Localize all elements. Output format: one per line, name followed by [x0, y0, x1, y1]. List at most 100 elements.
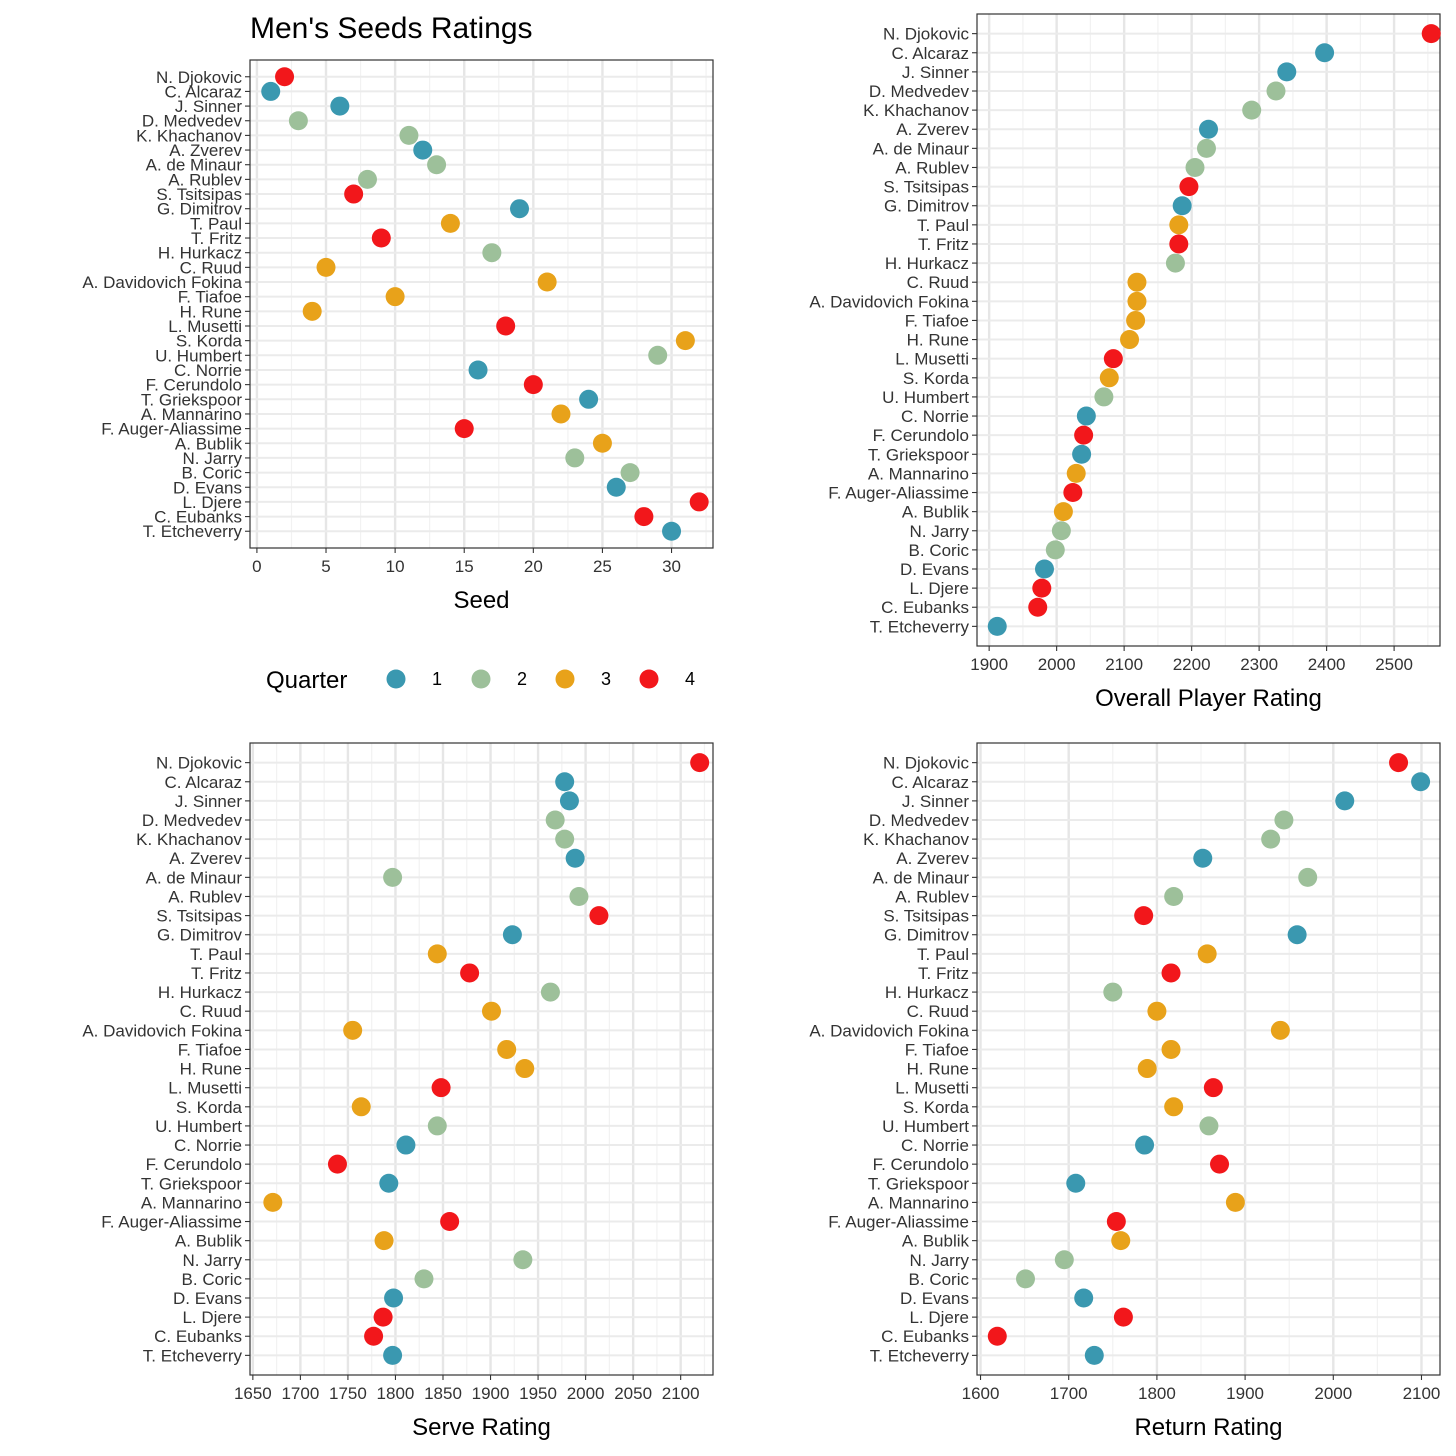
plot-background: [977, 743, 1440, 1375]
data-point: [1106, 1212, 1126, 1232]
x-tick-label: 1800: [377, 1384, 415, 1403]
data-point: [1169, 215, 1189, 235]
data-point: [513, 1250, 533, 1270]
x-tick-label: 2000: [567, 1384, 605, 1403]
y-tick-label: T. Etcheverry: [143, 1346, 243, 1365]
data-point: [374, 1231, 394, 1251]
x-tick-label: 2000: [1314, 1384, 1352, 1403]
data-point: [454, 419, 474, 439]
data-point: [662, 521, 682, 541]
data-point: [440, 1212, 460, 1232]
y-tick-label: A. Bublik: [175, 1232, 243, 1251]
x-tick-label: 1800: [1138, 1384, 1176, 1403]
x-tick-label: 30: [662, 557, 681, 576]
y-tick-label: F. Tiafoe: [905, 311, 969, 330]
data-point: [1126, 310, 1146, 330]
data-point: [579, 389, 599, 409]
x-tick-label: 1650: [234, 1384, 272, 1403]
data-point: [357, 169, 377, 189]
y-tick-label: D. Evans: [900, 1289, 969, 1308]
x-tick-label: 1700: [281, 1384, 319, 1403]
legend-key: [471, 669, 491, 689]
data-point: [1127, 291, 1147, 311]
data-point: [1164, 886, 1184, 906]
y-tick-label: T. Fritz: [191, 229, 242, 248]
y-tick-label: A. Rublev: [168, 887, 242, 906]
y-tick-label: F. Auger-Aliassime: [101, 1213, 242, 1232]
x-tick-label: 1600: [962, 1384, 1000, 1403]
y-tick-label: B. Coric: [182, 464, 243, 483]
data-point: [399, 125, 419, 145]
data-point: [537, 272, 557, 292]
data-point: [373, 1307, 393, 1327]
data-point: [327, 1154, 347, 1174]
data-point: [1199, 1116, 1219, 1136]
y-tick-label: N. Djokovic: [883, 25, 969, 44]
data-point: [371, 228, 391, 248]
y-tick-label: A. Mannarino: [141, 405, 242, 424]
data-point: [559, 791, 579, 811]
y-tick-label: T. Etcheverry: [143, 522, 243, 541]
data-point: [383, 867, 403, 887]
data-point: [263, 1192, 283, 1212]
data-point: [1066, 463, 1086, 483]
data-point: [690, 753, 710, 773]
data-point: [1063, 483, 1083, 503]
y-tick-label: H. Hurkacz: [885, 254, 969, 273]
y-tick-label: F. Cerundolo: [873, 1155, 969, 1174]
data-point: [515, 1059, 535, 1079]
x-tick-label: 2000: [1038, 655, 1076, 674]
y-tick-label: C. Eubanks: [881, 1327, 969, 1346]
y-tick-label: G. Dimitrov: [884, 926, 970, 945]
data-point: [1261, 829, 1281, 849]
y-tick-label: H. Rune: [907, 331, 969, 350]
y-tick-label: B. Coric: [909, 541, 970, 560]
data-point: [1266, 81, 1286, 101]
data-point: [1164, 1097, 1184, 1117]
y-tick-label: C. Norrie: [174, 1136, 242, 1155]
y-tick-label: L. Djere: [909, 579, 969, 598]
data-point: [1298, 867, 1318, 887]
data-point: [1315, 43, 1335, 63]
data-point: [1210, 1154, 1230, 1174]
data-point: [1051, 521, 1071, 541]
y-tick-label: B. Coric: [182, 1270, 243, 1289]
data-point: [414, 1269, 434, 1289]
y-tick-label: N. Jarry: [910, 522, 970, 541]
data-point: [1161, 963, 1181, 983]
y-tick-label: A. de Minaur: [146, 156, 243, 175]
y-tick-label: T. Griekspoor: [868, 1174, 969, 1193]
y-tick-label: D. Medvedev: [869, 811, 970, 830]
data-point: [427, 155, 447, 175]
data-point: [1120, 330, 1140, 350]
data-point: [1225, 1192, 1245, 1212]
y-tick-label: N. Djokovic: [156, 754, 242, 773]
panel-border: [249, 742, 714, 1376]
y-tick-label: K. Khachanov: [136, 126, 242, 145]
y-tick-label: A. Davidovich Fokina: [809, 292, 969, 311]
legend-item: 4: [639, 669, 695, 689]
legend-label: 3: [601, 669, 611, 689]
data-point: [606, 477, 626, 497]
data-point: [1270, 1020, 1290, 1040]
data-point: [1074, 425, 1094, 445]
data-point: [316, 257, 336, 277]
data-point: [1111, 1231, 1131, 1251]
x-tick-label: 1950: [519, 1384, 557, 1403]
data-point: [565, 848, 585, 868]
x-tick-label: 2500: [1375, 655, 1413, 674]
y-tick-label: S. Tsitsipas: [883, 907, 969, 926]
y-tick-label: F. Auger-Aliassime: [828, 1213, 969, 1232]
y-tick-label: A. Rublev: [895, 158, 969, 177]
y-tick-label: G. Dimitrov: [157, 926, 243, 945]
y-tick-label: T. Griekspoor: [141, 1174, 242, 1193]
y-tick-label: A. Zverev: [896, 849, 969, 868]
x-tick-label: 1850: [424, 1384, 462, 1403]
data-point: [1203, 1078, 1223, 1098]
data-point: [482, 243, 502, 263]
chart-title: Men's Seeds Ratings: [250, 12, 533, 45]
y-tick-label: N. Djokovic: [156, 68, 242, 87]
data-point: [555, 772, 575, 792]
data-point: [427, 1116, 447, 1136]
